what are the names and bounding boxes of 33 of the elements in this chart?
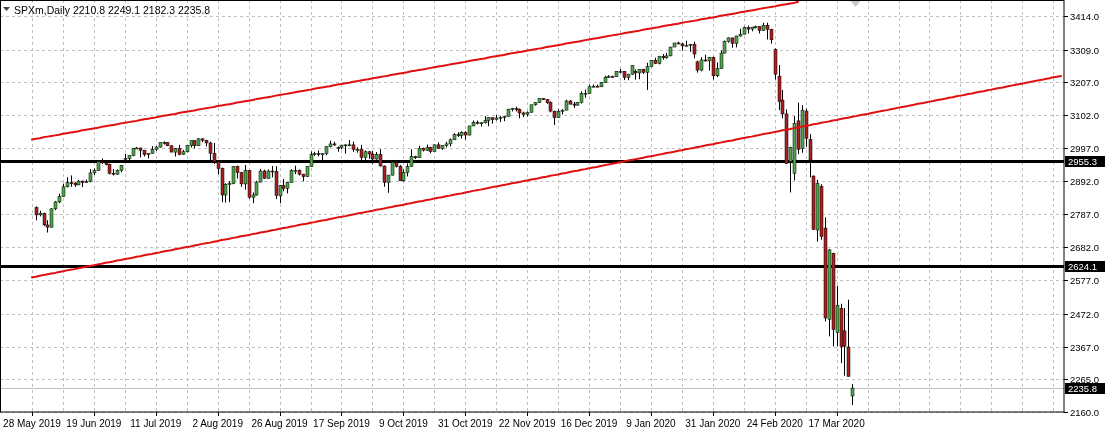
y-tick-label: 2682.0	[1070, 241, 1100, 253]
y-tick-label: 2997.0	[1070, 142, 1100, 154]
ref-line-label: 2624.1	[1068, 260, 1098, 272]
x-tick-label: 24 Feb 2020	[746, 418, 804, 429]
y-tick-label: 2892.0	[1070, 175, 1100, 187]
x-tick-label: 9 Jan 2020	[626, 418, 677, 429]
ref-line-label: 2955.3	[1068, 155, 1098, 167]
x-tick-label: 2 Aug 2019	[192, 418, 244, 429]
chart-title: SPXm,Daily 2210.8 2249.1 2182.3 2235.8	[14, 3, 211, 16]
y-tick-label: 3414.0	[1070, 10, 1100, 22]
y-tick-label: 3102.0	[1070, 109, 1100, 121]
ref-line-label: 2235.8	[1068, 382, 1098, 394]
x-tick-label: 17 Sep 2019	[313, 418, 371, 429]
x-tick-label: 9 Oct 2019	[378, 418, 429, 429]
y-tick-label: 3309.0	[1070, 44, 1100, 56]
x-tick-label: 31 Jan 2020	[685, 418, 741, 429]
x-tick-label: 26 Aug 2019	[251, 418, 309, 429]
y-tick-label: 2160.0	[1070, 406, 1100, 418]
y-tick-label: 2367.0	[1070, 341, 1100, 353]
x-tick-label: 19 Jun 2019	[66, 418, 122, 429]
candlestick	[850, 383, 855, 406]
y-tick-label: 2265.0	[1070, 373, 1100, 385]
y-tick-label: 2787.0	[1070, 208, 1100, 220]
x-tick-label: 28 May 2019	[3, 418, 62, 429]
x-tick-label: 31 Oct 2019	[438, 418, 493, 429]
y-tick-label: 3207.0	[1070, 76, 1100, 88]
x-tick-label: 22 Nov 2019	[498, 418, 556, 429]
x-tick-label: 11 Jul 2019	[130, 418, 182, 429]
line-series	[31, 75, 1062, 279]
y-tick-label: 2577.0	[1070, 274, 1100, 286]
x-tick-label: 17 Mar 2020	[808, 418, 866, 429]
y-tick-label: 2472.0	[1070, 308, 1100, 320]
x-tick-label: 16 Dec 2019	[560, 418, 618, 429]
